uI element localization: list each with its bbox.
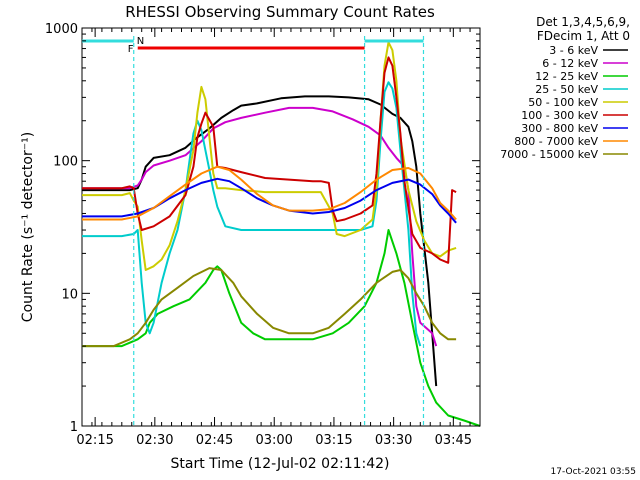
series-line-8 xyxy=(82,165,457,221)
y-tick-label: 100 xyxy=(53,155,78,170)
plot-area: NF 1 10 100 1000 02:15 02:30 02:45 03:00 03:15 03… xyxy=(45,22,481,448)
legend-label-5: 50 - 100 keV xyxy=(528,96,598,109)
series-line-1 xyxy=(82,95,438,387)
legend-header-line-2: FDecim 1, Att 0 xyxy=(537,29,630,43)
x-tick-label: 03:30 xyxy=(375,433,412,448)
x-tick-label: 03:15 xyxy=(315,433,352,448)
legend-header-line-1: Det 1,3,4,5,6,9, xyxy=(536,15,630,29)
footer-date: 17-Oct-2021 03:55 xyxy=(551,467,636,477)
x-tick-label: 03:45 xyxy=(435,433,472,448)
series-line-6 xyxy=(82,56,457,264)
x-tick-label: 02:45 xyxy=(196,433,233,448)
tick-layer: 1 10 100 1000 02:15 02:30 02:45 03:00 03:15 03:30… xyxy=(45,22,481,448)
series-layer xyxy=(82,41,481,427)
annotation-layer: NF xyxy=(82,36,425,426)
series-line-2 xyxy=(82,106,438,347)
night-label: N xyxy=(137,36,144,47)
legend-label-6: 100 - 300 keV xyxy=(521,109,598,122)
legend-label-7: 300 - 800 keV xyxy=(521,122,598,135)
x-axis-label: Start Time (12-Jul-02 02:11:42) xyxy=(170,456,389,472)
legend-label-1: 3 - 6 keV xyxy=(549,44,598,57)
legend: Det 1,3,4,5,6,9, FDecim 1, Att 0 3 - 6 k… xyxy=(500,15,630,161)
series-line-3 xyxy=(82,229,481,427)
y-axis-label: Count Rate (s⁻¹ detector⁻¹) xyxy=(20,132,36,322)
series-line-9 xyxy=(82,267,457,348)
chart-title: RHESSI Observing Summary Count Rates xyxy=(125,3,435,21)
legend-label-4: 25 - 50 keV xyxy=(535,83,598,96)
legend-label-2: 6 - 12 keV xyxy=(542,57,598,70)
legend-label-3: 12 - 25 keV xyxy=(535,70,598,83)
series-line-4 xyxy=(82,81,422,347)
x-tick-label: 02:15 xyxy=(76,433,113,448)
legend-label-8: 800 - 7000 keV xyxy=(514,135,598,148)
y-tick-label: 1000 xyxy=(45,22,78,37)
flare-label: F xyxy=(128,44,134,55)
x-tick-label: 02:30 xyxy=(136,433,173,448)
y-tick-label: 1 xyxy=(70,420,78,435)
legend-label-9: 7000 - 15000 keV xyxy=(500,148,598,161)
y-tick-label: 10 xyxy=(61,287,78,302)
x-tick-label: 03:00 xyxy=(255,433,292,448)
